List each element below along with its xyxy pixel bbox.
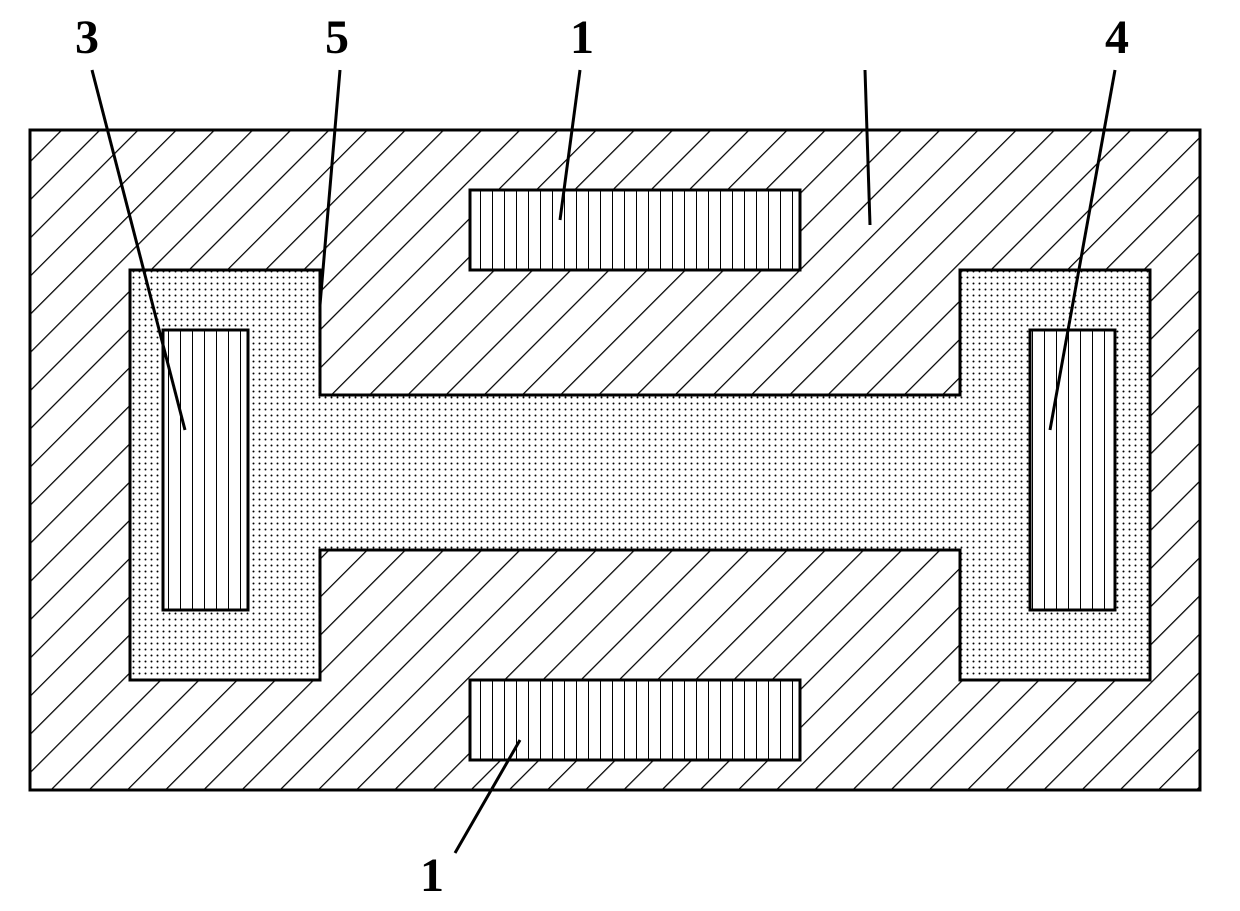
callout-label-3: 4 [1105,10,1129,65]
region-1-top [470,190,800,270]
region-1-bottom [470,680,800,760]
callout-label-2: 3 [75,10,99,65]
callout-label-1-top: 1 [570,10,594,65]
region-3-right-electrode [1030,330,1115,610]
region-2-left-electrode [163,330,248,610]
callout-label-1-bottom: 1 [420,848,444,903]
callout-label-4: 5 [325,10,349,65]
